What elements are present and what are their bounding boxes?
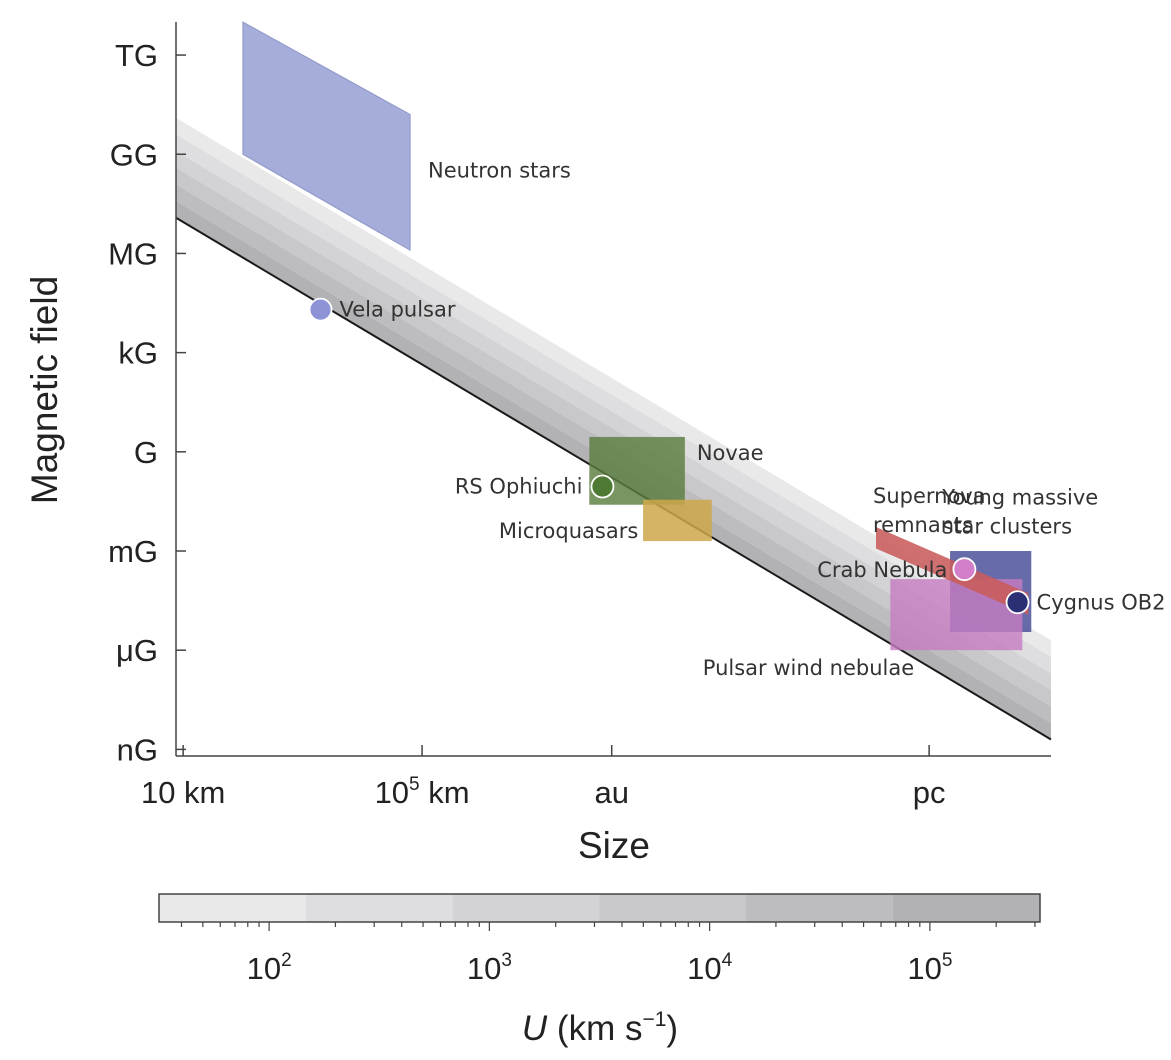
hillas-band-1 bbox=[176, 117, 1051, 657]
y-tick-label: kG bbox=[118, 336, 158, 371]
colorbar-tick-label: 102 bbox=[247, 950, 292, 986]
colorbar-band-5 bbox=[746, 894, 894, 922]
x-tick-label: pc bbox=[913, 775, 946, 810]
source-labels: Neutron stars Novae Microquasars Young mass… bbox=[340, 158, 1166, 680]
x-axis-title: Size bbox=[578, 825, 650, 866]
hillas-band-2 bbox=[176, 134, 1051, 674]
crab-nebula-point bbox=[952, 557, 977, 582]
colorbar-frame bbox=[158, 893, 1041, 923]
rs-ophiuchi-label: RS Ophiuchi bbox=[455, 475, 583, 499]
colorbar-tick-label: 104 bbox=[687, 950, 732, 986]
y-axis-title: Magnetic field bbox=[24, 276, 65, 504]
colorbar-tick-label: 105 bbox=[907, 950, 952, 986]
colorbar-band-3 bbox=[452, 894, 600, 922]
colorbar-tick-label: 103 bbox=[467, 950, 512, 986]
neutron-stars-label: Neutron stars bbox=[428, 158, 571, 182]
y-tick-label: GG bbox=[110, 137, 158, 172]
crab-nebula-label: Crab Nebula bbox=[817, 558, 947, 582]
y-tick-label: TG bbox=[115, 38, 158, 73]
colorbar-band-4 bbox=[599, 894, 747, 922]
hillas-band-3 bbox=[176, 151, 1051, 690]
cygnus-ob2-point bbox=[1005, 590, 1030, 615]
y-tick-label: mG bbox=[108, 534, 158, 569]
source-regions bbox=[242, 21, 1032, 651]
colorbar-band-2 bbox=[305, 894, 454, 922]
neutron-stars-region bbox=[242, 21, 411, 251]
supernova-remnants-region bbox=[876, 527, 1029, 615]
y-tick-label: nG bbox=[117, 732, 158, 767]
vela-pulsar-label: Vela pulsar bbox=[340, 298, 456, 322]
x-tick-label: 105 km bbox=[375, 774, 470, 810]
colorbar-title: U (km s−1) bbox=[522, 1008, 678, 1048]
microquasars-region bbox=[643, 499, 712, 542]
source-points bbox=[308, 297, 1030, 615]
x-tick-label: au bbox=[594, 775, 628, 810]
young-massive-star-clusters-label: Young massive star clusters bbox=[941, 486, 1098, 539]
colorbar-band-6 bbox=[893, 894, 1041, 922]
novae-label: Novae bbox=[697, 441, 764, 465]
y-tick-label: G bbox=[134, 435, 158, 470]
plot-axes: TG GG MG kG GmG μG nG 10 km 105 km au pc bbox=[108, 22, 1051, 810]
microquasars-label: Microquasars bbox=[499, 519, 638, 543]
x-tick-label: 10 km bbox=[141, 775, 225, 810]
y-tick-label: MG bbox=[108, 236, 158, 271]
y-tick-label: μG bbox=[116, 633, 158, 668]
velocity-colorbar: 102 103 104 105 U (km s−1) bbox=[158, 893, 1041, 1048]
rs-ophiuchi-point bbox=[590, 474, 615, 499]
vela-pulsar-point bbox=[308, 297, 333, 322]
pulsar-wind-nebulae-label: Pulsar wind nebulae bbox=[703, 656, 914, 680]
supernova-remnants-label: Supernova remnants bbox=[873, 484, 986, 537]
cygnus-ob2-label: Cygnus OB2 bbox=[1037, 590, 1166, 614]
colorbar-band-1 bbox=[159, 894, 307, 922]
